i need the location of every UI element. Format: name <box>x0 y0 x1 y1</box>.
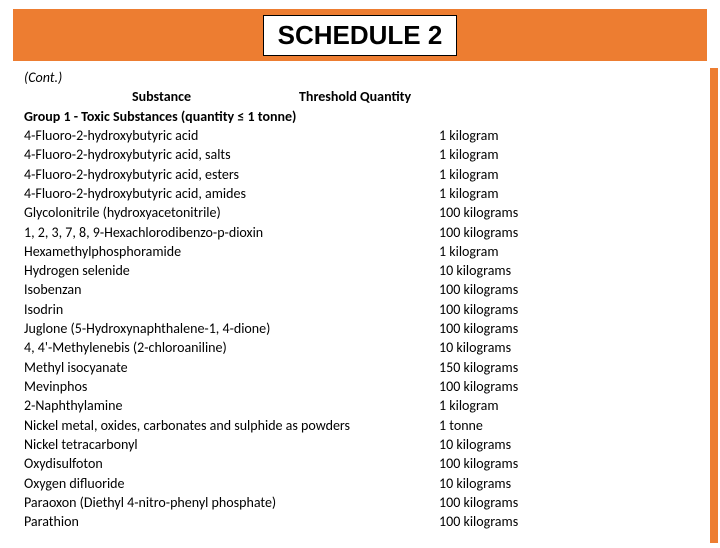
substance-row: 4, 4'-Methylenebis (2-chloroaniline)10 k… <box>24 338 696 357</box>
substance-row: Isodrin100 kilograms <box>24 300 696 319</box>
substance-name: 2-Naphthylamine <box>24 396 439 415</box>
substance-row: Paraoxon (Diethyl 4-nitro-phenyl phospha… <box>24 493 696 512</box>
threshold-quantity: 100 kilograms <box>439 280 696 299</box>
continuation-label: (Cont.) <box>24 68 696 87</box>
substance-name: Methyl isocyanate <box>24 358 439 377</box>
title-inner: SCHEDULE 2 <box>263 15 458 56</box>
substance-name: Mevinphos <box>24 377 439 396</box>
threshold-quantity: 10 kilograms <box>439 338 696 357</box>
substance-name: Juglone (5-Hydroxynaphthalene-1, 4-dione… <box>24 319 439 338</box>
threshold-quantity: 100 kilograms <box>439 454 696 473</box>
threshold-quantity: 100 kilograms <box>439 512 696 531</box>
substance-row: Parathion100 kilograms <box>24 512 696 531</box>
group-heading: Group 1 - Toxic Substances (quantity ≤ 1… <box>24 107 696 126</box>
title-bar: SCHEDULE 2 <box>12 8 708 62</box>
substance-row: Nickel tetracarbonyl10 kilograms <box>24 435 696 454</box>
threshold-quantity: 1 kilogram <box>439 184 696 203</box>
substance-row: 4-Fluoro-2-hydroxybutyric acid, amides1 … <box>24 184 696 203</box>
substance-name: Paraoxon (Diethyl 4-nitro-phenyl phospha… <box>24 493 439 512</box>
threshold-quantity: 100 kilograms <box>439 223 696 242</box>
substance-row: Mevinphos100 kilograms <box>24 377 696 396</box>
substance-name: Oxygen difluoride <box>24 474 439 493</box>
substance-row: Glycolonitrile (hydroxyacetonitrile)100 … <box>24 203 696 222</box>
substance-row: 4-Fluoro-2-hydroxybutyric acid, salts1 k… <box>24 145 696 164</box>
substance-row: 4-Fluoro-2-hydroxybutyric acid, esters1 … <box>24 165 696 184</box>
substance-name: Isobenzan <box>24 280 439 299</box>
substance-name: Parathion <box>24 512 439 531</box>
substance-row: Hydrogen selenide10 kilograms <box>24 261 696 280</box>
substance-name: Nickel tetracarbonyl <box>24 435 439 454</box>
substance-name: 1, 2, 3, 7, 8, 9-Hexachlorodibenzo-p-dio… <box>24 223 439 242</box>
threshold-quantity: 1 tonne <box>439 416 696 435</box>
page-title: SCHEDULE 2 <box>278 20 443 50</box>
substance-row: 4-Fluoro-2-hydroxybutyric acid1 kilogram <box>24 126 696 145</box>
content-area: (Cont.) Substance Threshold Quantity Gro… <box>0 62 720 532</box>
column-headers: Substance Threshold Quantity <box>24 87 696 106</box>
substance-name: 4-Fluoro-2-hydroxybutyric acid, salts <box>24 145 439 164</box>
threshold-quantity: 100 kilograms <box>439 300 696 319</box>
substance-name: 4-Fluoro-2-hydroxybutyric acid <box>24 126 439 145</box>
side-accent-bar <box>710 68 718 543</box>
substance-row: 1, 2, 3, 7, 8, 9-Hexachlorodibenzo-p-dio… <box>24 223 696 242</box>
substance-name: Oxydisulfoton <box>24 454 439 473</box>
substance-row: Nickel metal, oxides, carbonates and sul… <box>24 416 696 435</box>
threshold-quantity: 100 kilograms <box>439 319 696 338</box>
substance-name: Hexamethylphosphoramide <box>24 242 439 261</box>
substance-name: 4-Fluoro-2-hydroxybutyric acid, esters <box>24 165 439 184</box>
substance-name: Glycolonitrile (hydroxyacetonitrile) <box>24 203 439 222</box>
threshold-quantity: 100 kilograms <box>439 493 696 512</box>
threshold-quantity: 1 kilogram <box>439 145 696 164</box>
substance-row: Juglone (5-Hydroxynaphthalene-1, 4-dione… <box>24 319 696 338</box>
threshold-quantity: 1 kilogram <box>439 242 696 261</box>
substance-name: Isodrin <box>24 300 439 319</box>
substance-rows: 4-Fluoro-2-hydroxybutyric acid1 kilogram… <box>24 126 696 532</box>
threshold-quantity: 10 kilograms <box>439 474 696 493</box>
threshold-quantity: 10 kilograms <box>439 435 696 454</box>
threshold-quantity: 1 kilogram <box>439 165 696 184</box>
substance-row: Methyl isocyanate150 kilograms <box>24 358 696 377</box>
substance-row: Isobenzan100 kilograms <box>24 280 696 299</box>
header-threshold: Threshold Quantity <box>299 87 411 106</box>
threshold-quantity: 150 kilograms <box>439 358 696 377</box>
substance-row: 2-Naphthylamine1 kilogram <box>24 396 696 415</box>
substance-name: Nickel metal, oxides, carbonates and sul… <box>24 416 439 435</box>
threshold-quantity: 1 kilogram <box>439 396 696 415</box>
threshold-quantity: 100 kilograms <box>439 377 696 396</box>
substance-row: Oxygen difluoride10 kilograms <box>24 474 696 493</box>
substance-row: Oxydisulfoton100 kilograms <box>24 454 696 473</box>
threshold-quantity: 10 kilograms <box>439 261 696 280</box>
substance-name: 4-Fluoro-2-hydroxybutyric acid, amides <box>24 184 439 203</box>
threshold-quantity: 1 kilogram <box>439 126 696 145</box>
substance-name: 4, 4'-Methylenebis (2-chloroaniline) <box>24 338 439 357</box>
threshold-quantity: 100 kilograms <box>439 203 696 222</box>
header-substance: Substance <box>24 87 299 106</box>
substance-row: Hexamethylphosphoramide1 kilogram <box>24 242 696 261</box>
substance-name: Hydrogen selenide <box>24 261 439 280</box>
